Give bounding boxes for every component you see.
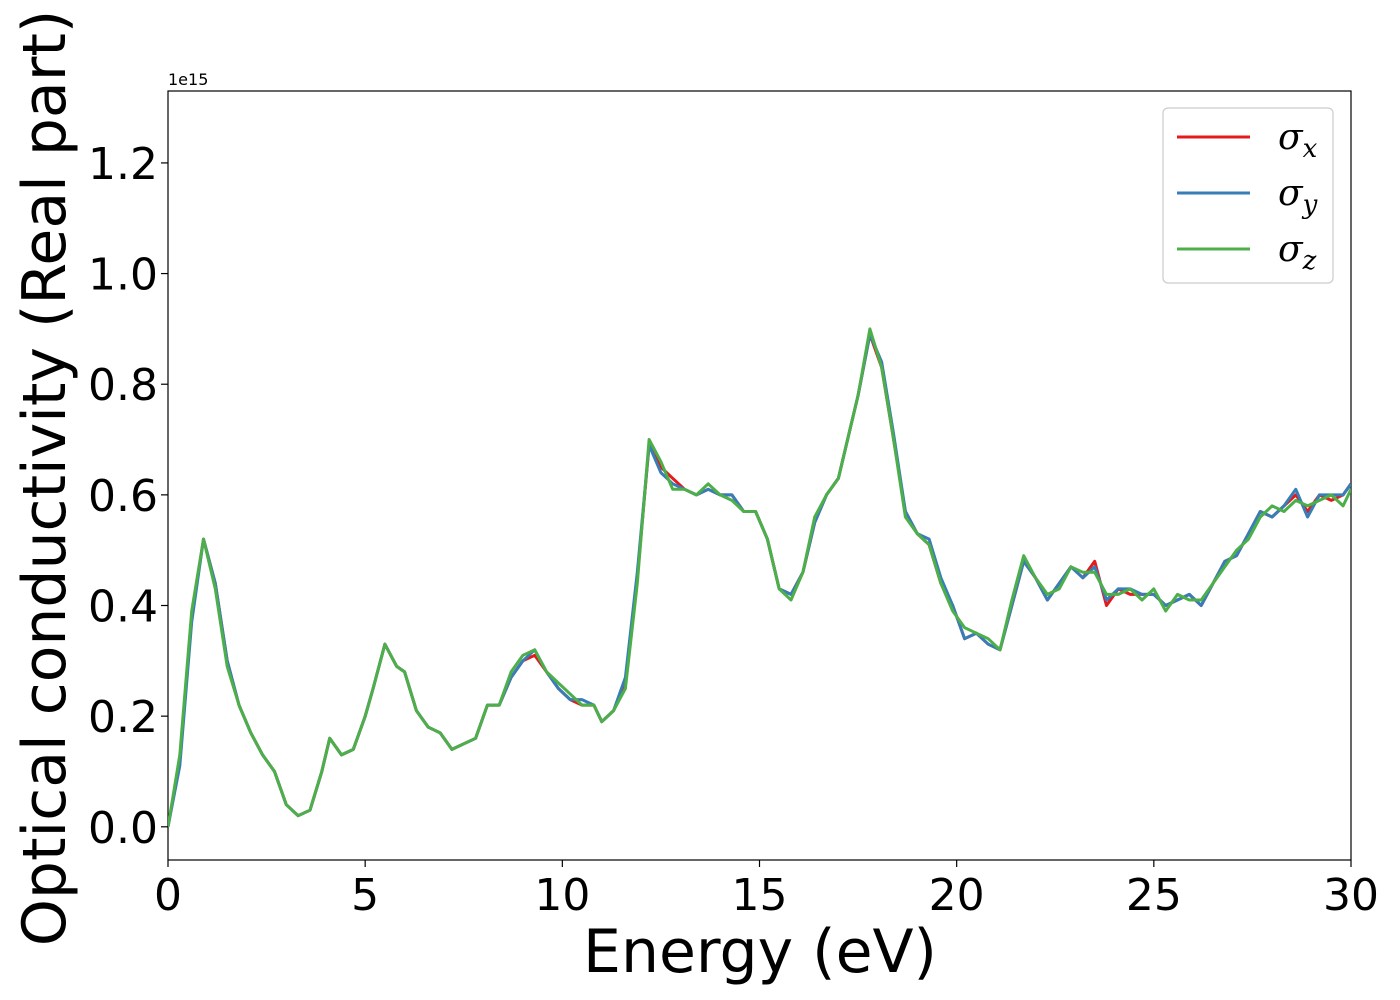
x-axis-ticks: 0 5 10 15 20 25 30 [154,860,1379,921]
x-tick-label: 10 [534,870,590,921]
legend-label-y: σy [1278,173,1318,220]
legend: σx σy σz [1162,107,1334,284]
y-offset-label: 1e15 [168,70,208,89]
x-tick-label: 0 [154,870,182,921]
y-tick-label: 1.0 [88,250,158,301]
y-tick-label: 0.8 [88,360,158,411]
y-tick-label: 0.0 [88,803,158,854]
y-tick-label: 0.2 [88,692,158,743]
legend-label-z: σz [1278,229,1317,276]
legend-box [1162,107,1334,284]
series-line-z [168,327,1351,828]
legend-label-x: σx [1278,117,1318,164]
series-lines [168,327,1351,828]
x-tick-label: 5 [351,870,379,921]
y-axis-ticks: 0.0 0.2 0.4 0.6 0.8 1.0 1.2 [88,139,168,854]
y-tick-label: 1.2 [88,139,158,190]
x-axis-title: Energy (eV) [583,917,937,987]
y-tick-label: 0.4 [88,582,158,633]
x-tick-label: 20 [929,870,985,921]
y-axis-title: Optical conductivity (Real part) [10,10,80,947]
x-tick-label: 30 [1323,870,1379,921]
x-tick-label: 15 [732,870,788,921]
x-tick-label: 25 [1126,870,1182,921]
y-tick-label: 0.6 [88,471,158,522]
